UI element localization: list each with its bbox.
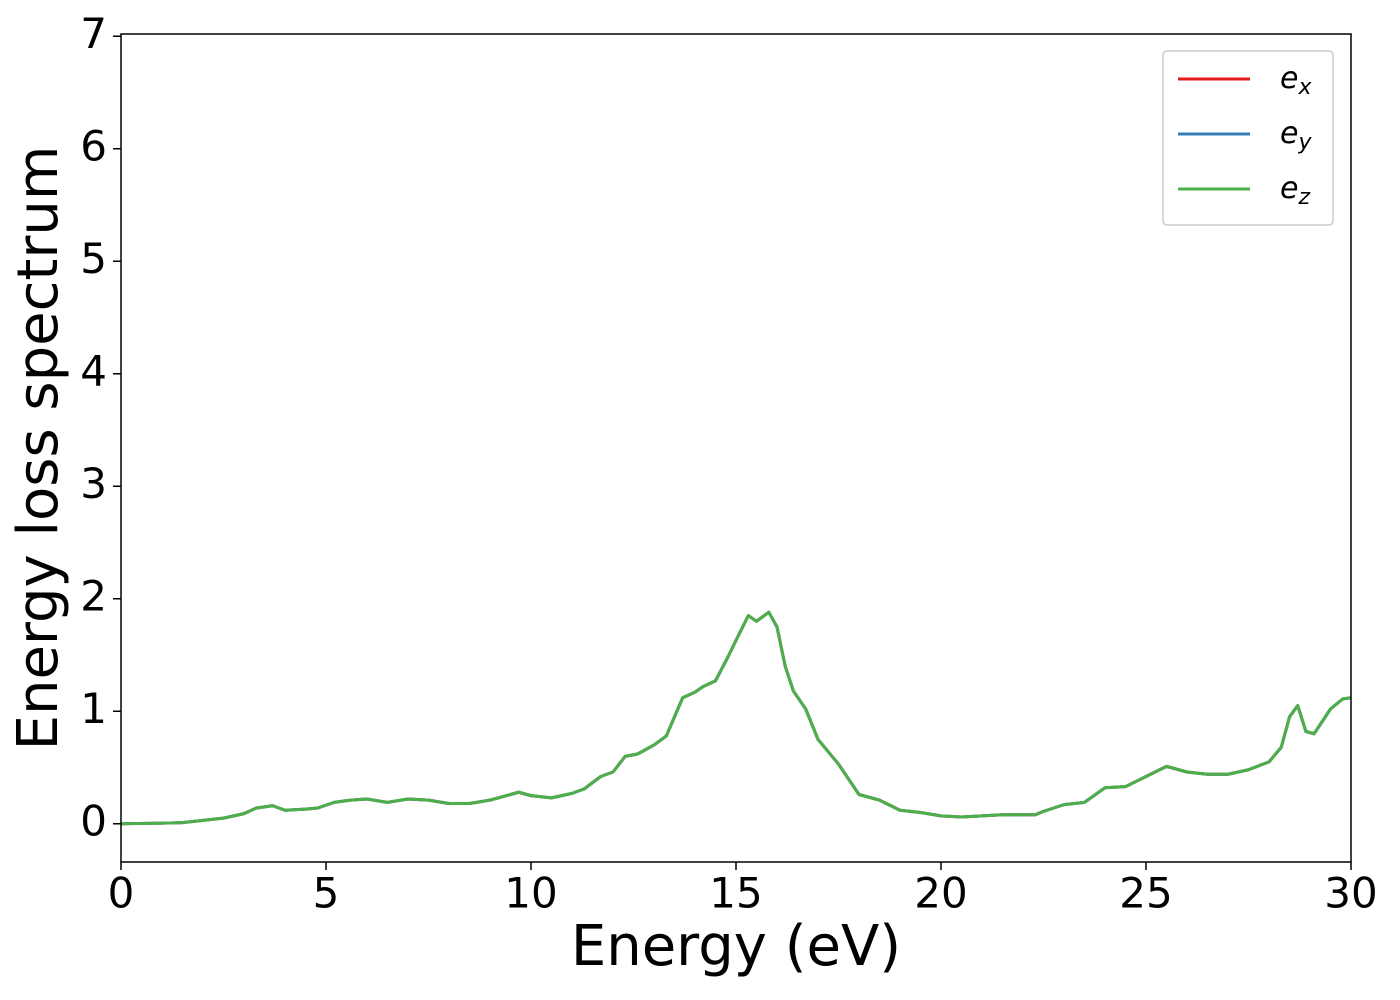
x-tick-label: 0 [108,869,135,918]
x-tick-label: 5 [313,869,340,918]
y-tick-label: 7 [80,9,107,58]
y-tick-label: 1 [80,684,107,733]
legend-label: ex [1280,61,1312,101]
legend: ex ey ez [1162,50,1334,226]
plot-frame [120,33,1352,863]
legend-box [1162,50,1334,226]
y-tick-label: 5 [80,234,107,283]
y-tick-label: 2 [80,571,107,620]
x-tick-label: 10 [504,869,557,918]
y-axis-label: Energy loss spectrum [6,146,71,751]
x-tick-label: 30 [1324,869,1377,918]
series-line [120,610,1352,826]
y-tick-label: 4 [80,346,107,395]
x-tick-label: 25 [1119,869,1172,918]
series-line [120,610,1352,826]
y-tick-label: 6 [80,121,107,170]
series-line [120,610,1352,826]
y-tick-label: 3 [80,459,107,508]
legend-label: ez [1280,171,1310,211]
x-tick-label: 20 [914,869,967,918]
x-tick-label: 15 [709,869,762,918]
legend-label: ey [1280,116,1312,156]
x-axis-label: Energy (eV) [571,914,901,979]
y-tick-label: 0 [80,796,107,845]
